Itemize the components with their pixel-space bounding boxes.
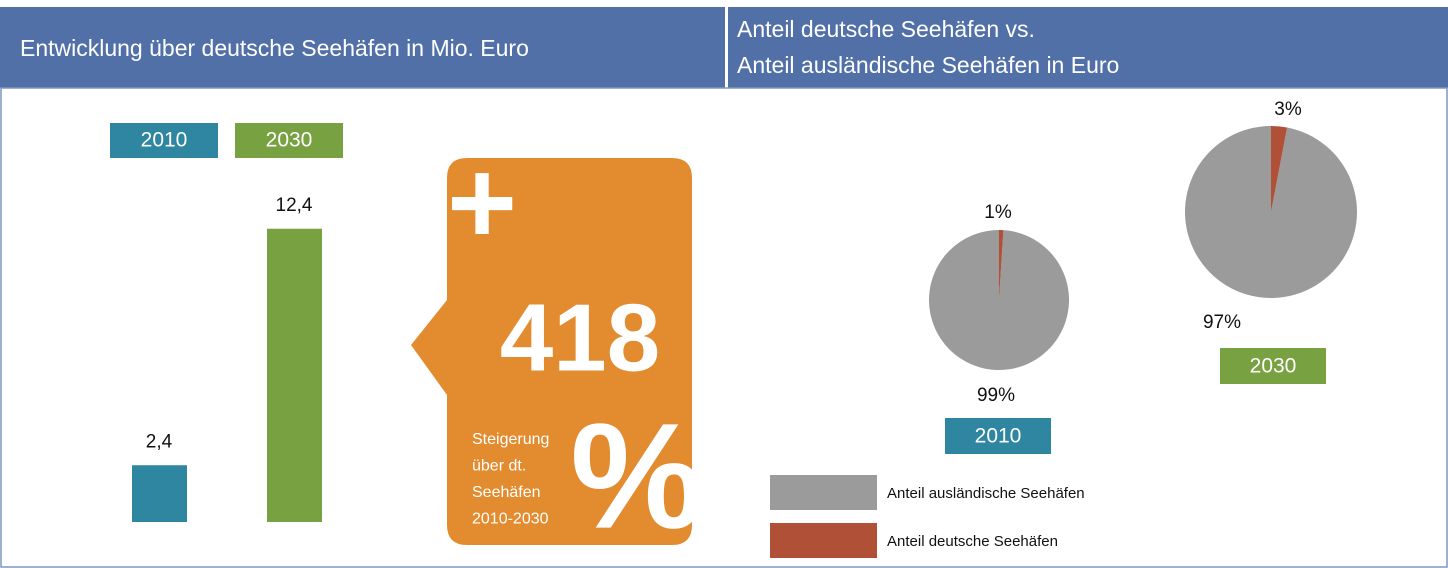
legend-swatch <box>770 523 877 558</box>
series-label: 2030 <box>1250 355 1297 378</box>
callout-sign: + <box>447 136 517 270</box>
value-label: 2,4 <box>146 431 173 452</box>
value-label: 12,4 <box>276 195 313 216</box>
slice-label: 99% <box>977 385 1015 406</box>
year-box <box>235 123 343 158</box>
pie-slice <box>929 229 1070 370</box>
callout-line: über dt. <box>472 458 526 475</box>
bar <box>267 228 322 523</box>
pie-slice <box>1271 126 1288 212</box>
year-box <box>1220 348 1326 384</box>
content-border <box>0 87 1448 568</box>
bar <box>132 465 187 522</box>
callout-unit: % <box>570 392 703 560</box>
callout-line: Steigerung <box>472 431 549 448</box>
right-title-line: Anteil ausländische Seehäfen in Euro <box>737 52 1119 78</box>
header-divider <box>725 7 728 88</box>
callout-text: Steigerung über dt. Seehäfen 2010-2030 <box>472 431 549 528</box>
legend-label: Anteil deutsche Seehäfen <box>887 533 1058 550</box>
legend-swatch <box>770 475 877 510</box>
pie-slice <box>999 230 1004 300</box>
callout-line: 2010-2030 <box>472 511 549 528</box>
year-box <box>945 418 1051 454</box>
callout-value: 418 <box>500 284 660 391</box>
slice-label: 1% <box>984 202 1012 223</box>
left-title: Entwicklung über deutsche Seehäfen in Mi… <box>20 35 529 61</box>
header-bar <box>0 7 1448 88</box>
callout-line: Seehäfen <box>472 484 541 501</box>
slice-label: 97% <box>1203 312 1241 333</box>
legend-label: Anteil ausländische Seehäfen <box>887 485 1085 502</box>
year-box <box>110 123 218 158</box>
category-label: 2010 <box>141 129 188 152</box>
series-label: 2010 <box>975 425 1022 448</box>
right-title-line: Anteil deutsche Seehäfen vs. <box>737 16 1035 42</box>
slice-label: 3% <box>1274 99 1302 120</box>
callout-box <box>411 158 692 545</box>
category-label: 2030 <box>266 129 313 152</box>
